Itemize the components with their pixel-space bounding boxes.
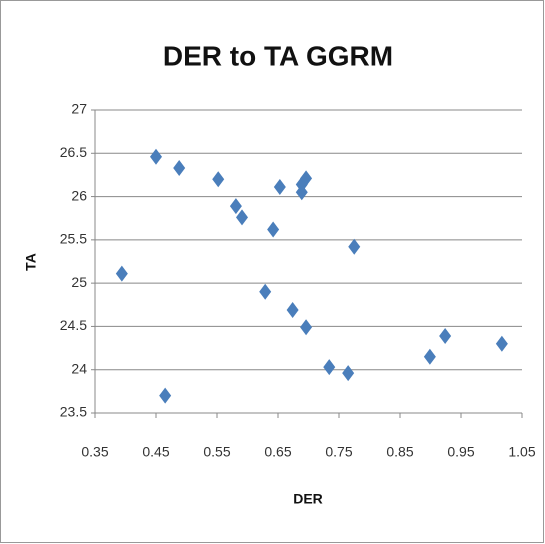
point — [159, 387, 172, 404]
point — [267, 221, 280, 238]
x-tick-label: 0.95 — [447, 444, 474, 460]
y-tick-label: 26.5 — [60, 144, 87, 160]
point — [300, 319, 313, 336]
point — [259, 283, 272, 300]
x-tick-label: 0.65 — [264, 444, 291, 460]
point — [348, 238, 361, 255]
x-tick-label: 1.05 — [508, 444, 535, 460]
point — [236, 209, 249, 226]
point — [423, 348, 436, 365]
x-tick-label: 0.35 — [81, 444, 108, 460]
point — [342, 365, 355, 382]
chart-title: DER to TA GGRM — [163, 40, 393, 71]
x-axis-label: DER — [293, 491, 323, 507]
point — [286, 301, 299, 318]
y-tick-label: 24 — [71, 360, 87, 376]
y-tick-label: 27 — [71, 101, 87, 117]
x-tick-label: 0.55 — [203, 444, 230, 460]
y-tick-label: 26 — [71, 187, 87, 203]
y-tick-label: 23.5 — [60, 404, 87, 420]
point — [300, 170, 313, 187]
point — [150, 148, 162, 165]
x-tick-label: 0.85 — [386, 444, 413, 460]
point — [212, 171, 225, 188]
point — [229, 198, 242, 215]
point — [495, 335, 508, 352]
x-tick-label: 0.45 — [142, 444, 169, 460]
point — [273, 179, 286, 196]
x-tick-label: 0.75 — [325, 444, 352, 460]
point — [173, 160, 186, 177]
point — [323, 359, 336, 376]
point — [115, 265, 128, 282]
y-tick-label: 25 — [71, 274, 87, 290]
y-tick-label: 25.5 — [60, 231, 87, 247]
y-axis-label: TA — [23, 253, 39, 271]
point — [439, 327, 452, 344]
y-tick-label: 24.5 — [60, 317, 87, 333]
